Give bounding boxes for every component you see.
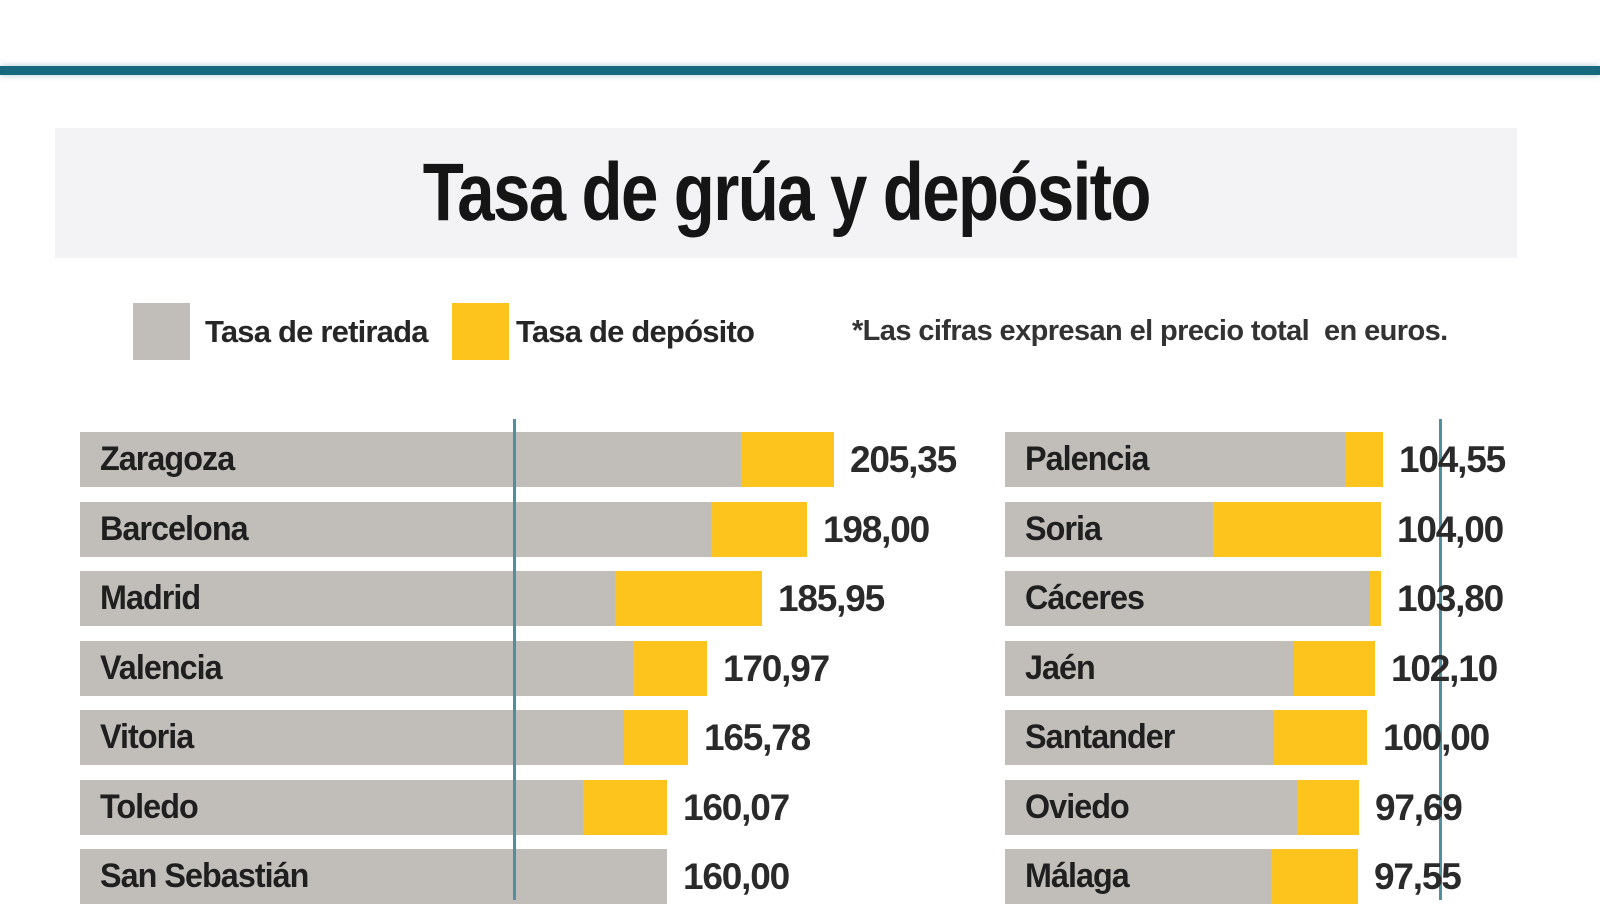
total-value-label: 205,35 — [850, 439, 957, 480]
deposito-bar-segment — [1345, 432, 1383, 487]
page-title: Tasa de grúa y depósito — [422, 147, 1151, 238]
total-value-label: 100,00 — [1383, 717, 1490, 758]
deposito-bar-segment — [1294, 640, 1375, 696]
retirada-bar-segment — [80, 571, 762, 626]
city-label: Zaragoza — [100, 440, 235, 478]
chart-note: *Las cifras expresan el precio total en … — [852, 315, 1448, 347]
retirada-bar-segment — [80, 779, 667, 835]
total-value-label: 103,80 — [1397, 578, 1504, 619]
city-label: Vitoria — [100, 718, 194, 756]
retirada-bar-segment — [80, 501, 807, 557]
reference-line-right — [1439, 419, 1442, 900]
title-strip: Tasa de grúa y depósito — [55, 128, 1517, 258]
total-value-label: 104,00 — [1397, 508, 1504, 550]
retirada-bar-segment — [80, 640, 707, 696]
legend-label-deposito: Tasa de depósito — [516, 314, 755, 349]
total-value-label: 165,78 — [704, 717, 811, 758]
city-label: Valencia — [100, 648, 223, 687]
total-value-label: 185,95 — [778, 578, 885, 619]
total-value-label: 97,69 — [1375, 786, 1463, 828]
reference-line-left — [513, 419, 516, 900]
deposito-bar-segment — [615, 571, 762, 626]
deposito-bar-segment — [583, 779, 667, 835]
city-label: Madrid — [100, 579, 201, 617]
total-value-label: 102,10 — [1391, 647, 1498, 689]
legend-label-retirada: Tasa de retirada — [205, 314, 428, 349]
city-label: Málaga — [1025, 857, 1130, 895]
retirada-bar-segment — [1005, 640, 1375, 696]
deposito-bar-segment — [741, 432, 834, 487]
retirada-bar-segment — [80, 710, 688, 765]
top-rule-divider — [0, 66, 1600, 75]
deposito-bar-segment — [1370, 571, 1381, 626]
retirada-bar-segment — [80, 849, 667, 904]
legend-swatch-retirada — [133, 303, 190, 360]
city-label: Barcelona — [100, 509, 249, 548]
deposito-bar-segment — [1213, 501, 1381, 557]
total-value-label: 198,00 — [823, 508, 930, 550]
retirada-bar-segment — [1005, 432, 1383, 487]
retirada-bar-segment — [1005, 849, 1358, 904]
retirada-bar-segment — [1005, 501, 1381, 557]
city-label: San Sebastián — [100, 857, 309, 895]
total-value-label: 160,00 — [683, 856, 790, 897]
retirada-bar-segment — [1005, 779, 1359, 835]
total-value-label: 104,55 — [1399, 439, 1506, 480]
retirada-bar-segment — [1005, 710, 1367, 765]
city-label: Cáceres — [1025, 579, 1145, 617]
deposito-bar-segment — [624, 710, 688, 765]
deposito-bar-segment — [711, 501, 807, 557]
legend-swatch-deposito — [452, 303, 509, 360]
retirada-bar-segment — [80, 432, 834, 487]
city-label: Jaén — [1025, 648, 1096, 687]
total-value-label: 160,07 — [683, 786, 790, 828]
city-label: Palencia — [1025, 440, 1149, 478]
city-label: Santander — [1025, 718, 1175, 756]
city-label: Soria — [1025, 509, 1102, 548]
deposito-bar-segment — [1271, 849, 1358, 904]
total-value-label: 170,97 — [723, 647, 830, 689]
retirada-bar-segment — [1005, 571, 1381, 626]
deposito-bar-segment — [1297, 779, 1359, 835]
city-label: Oviedo — [1025, 787, 1130, 826]
deposito-bar-segment — [1274, 710, 1367, 765]
city-label: Toledo — [100, 787, 199, 826]
total-value-label: 97,55 — [1374, 856, 1462, 897]
deposito-bar-segment — [633, 640, 707, 696]
